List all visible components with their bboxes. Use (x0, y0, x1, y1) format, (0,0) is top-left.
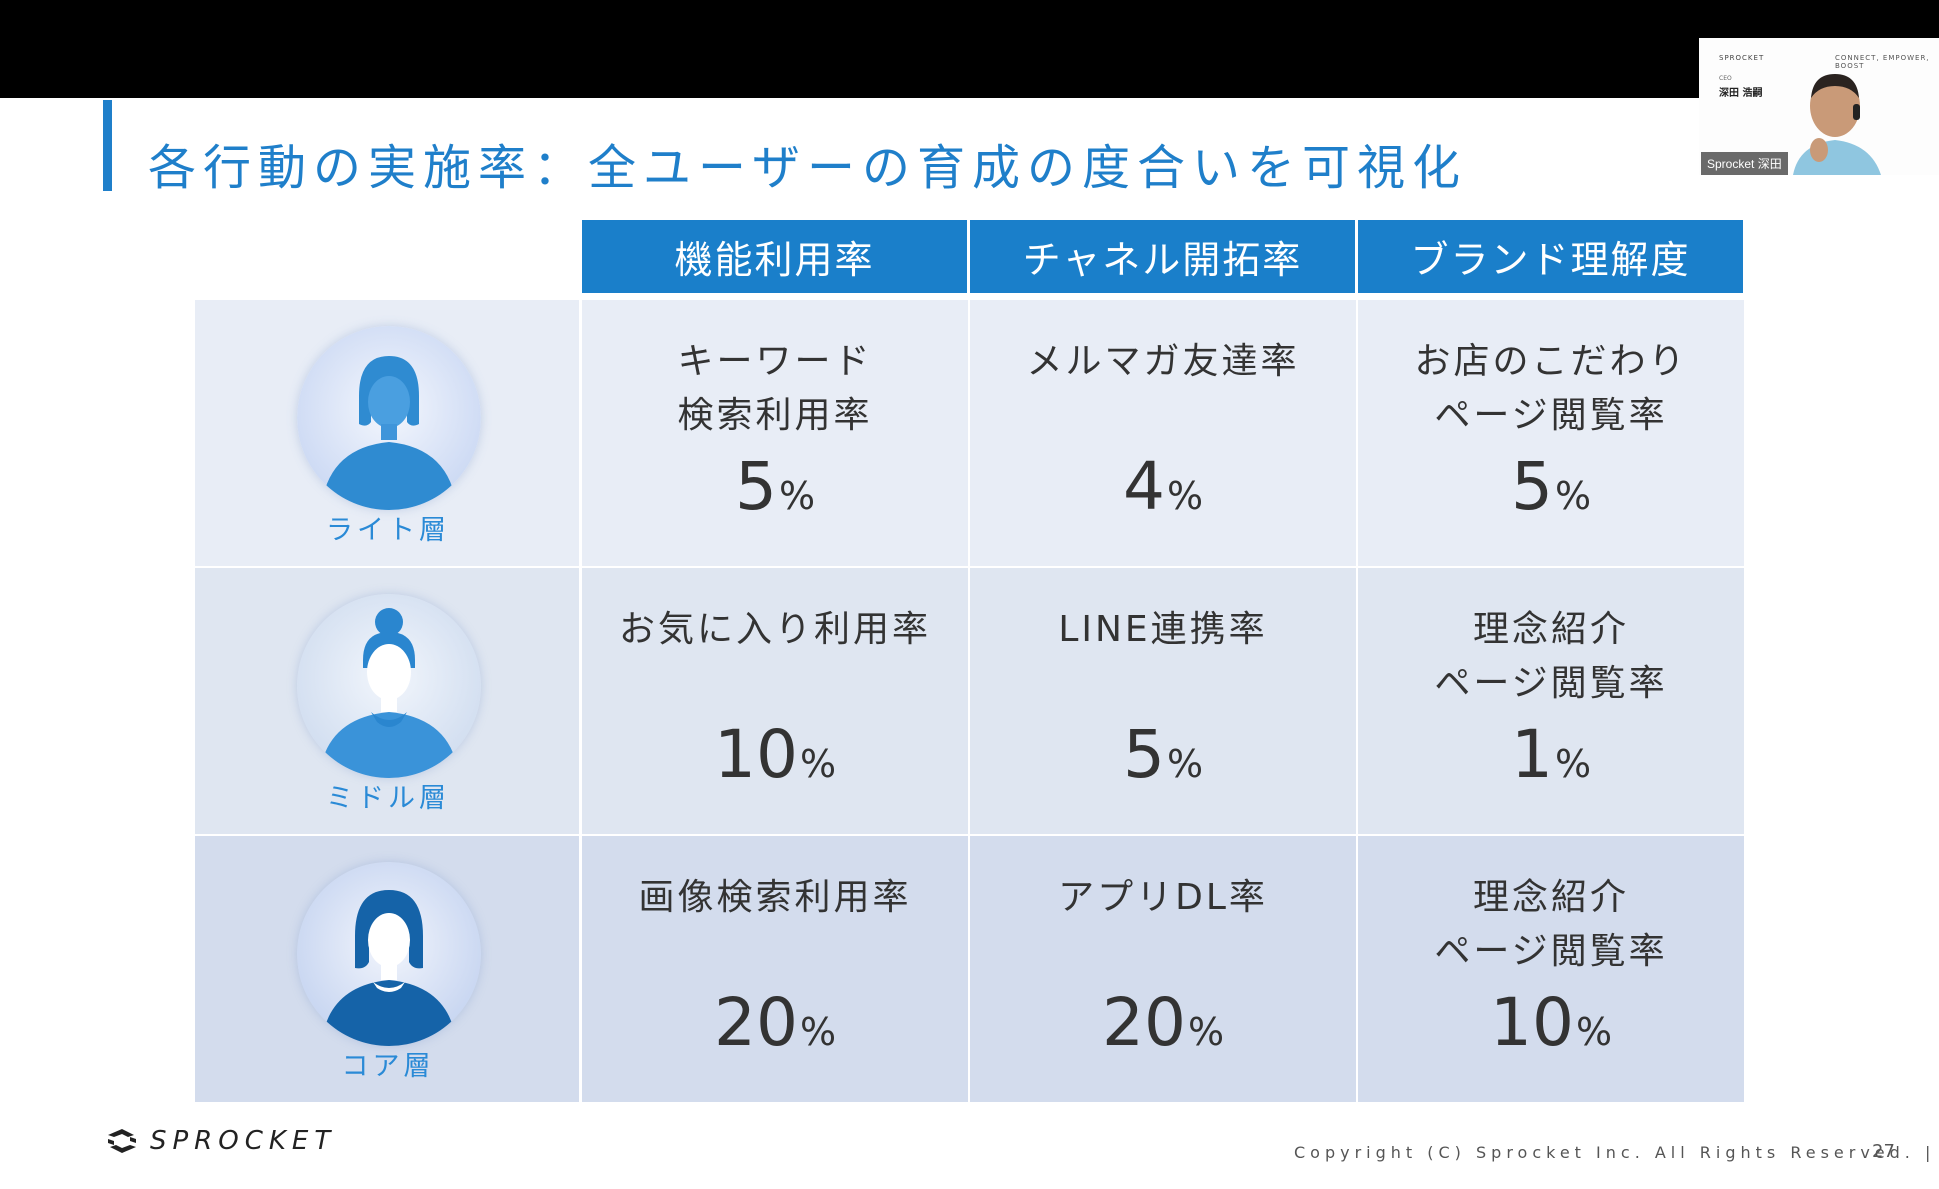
cell-bg: 画像検索利用率 20% (582, 836, 968, 1102)
slide-title: 各行動の実施率：全ユーザーの育成の度合いを可視化 (148, 140, 1468, 196)
cell-bg: キーワード 検索利用率 5% (582, 300, 968, 566)
metric-cell: 理念紹介 ページ閲覧率 10% (1358, 836, 1744, 1102)
webcam-slide-logo: SPROCKET (1719, 54, 1765, 62)
person-bob-hair-icon (297, 862, 481, 1046)
sprocket-logo-icon (108, 1129, 136, 1153)
tier-label-middle: ミドル層 (326, 783, 450, 814)
metric-label: LINE連携率 (1058, 609, 1268, 650)
person-short-hair-icon (297, 326, 481, 510)
top-black-bar (0, 0, 1939, 98)
table-row-middle: ミドル層 お気に入り利用率 10% LINE連携率 5% 理念紹介 ページ閲覧率… (195, 568, 1744, 834)
metric-cell: 画像検索利用率 20% (582, 836, 968, 1102)
metric-label: キーワード 検索利用率 (677, 341, 873, 436)
person-bun-hair-icon (297, 594, 481, 778)
webcam-video-tile[interactable]: SPROCKET CONNECT, EMPOWER, BOOST CEO 深田 … (1699, 38, 1939, 175)
copyright-text: Copyright (C) Sprocket Inc. All Rights R… (1294, 1143, 1936, 1162)
metric-cell: メルマガ友達率 4% (970, 300, 1356, 566)
cell-bg: お気に入り利用率 10% (582, 568, 968, 834)
participant-name-tag: Sprocket 深田 (1701, 152, 1788, 175)
metric-value: 10% (713, 716, 837, 793)
column-header-brand: ブランド理解度 (1358, 220, 1743, 293)
metric-cell: 理念紹介 ページ閲覧率 1% (1358, 568, 1744, 834)
cell-bg: LINE連携率 5% (970, 568, 1356, 834)
metric-value: 4% (1122, 448, 1204, 525)
tier-label-core: コア層 (341, 1051, 435, 1082)
tier-cell-middle: ミドル層 (195, 568, 579, 834)
metric-value: 20% (713, 984, 837, 1061)
metric-label: お店のこだわり ページ閲覧率 (1414, 341, 1688, 436)
avatar-middle (297, 594, 481, 778)
metric-value: 20% (1101, 984, 1225, 1061)
speaker-video-image (1793, 74, 1881, 175)
avatar-core (297, 862, 481, 1046)
cell-bg: 理念紹介 ページ閲覧率 1% (1358, 568, 1744, 834)
column-header-feature-usage: 機能利用率 (582, 220, 967, 293)
webcam-slide-tagline: CONNECT, EMPOWER, BOOST (1835, 54, 1930, 70)
metric-cell: お店のこだわり ページ閲覧率 5% (1358, 300, 1744, 566)
cell-bg: 理念紹介 ページ閲覧率 10% (1358, 836, 1744, 1102)
metric-cell: LINE連携率 5% (970, 568, 1356, 834)
tier-label-light: ライト層 (326, 515, 450, 546)
table-row-core: コア層 画像検索利用率 20% アプリDL率 20% 理念紹介 ページ閲覧率 1… (195, 836, 1744, 1102)
tier-cell-core: コア層 (195, 836, 579, 1102)
metric-label: アプリDL率 (1058, 877, 1268, 918)
metric-label: 画像検索利用率 (638, 877, 912, 918)
metric-value: 5% (1122, 716, 1204, 793)
page-number: 27 (1872, 1141, 1895, 1162)
footer-logo-text: SPROCKET (150, 1126, 337, 1156)
metric-value: 1% (1510, 716, 1592, 793)
cell-bg: アプリDL率 20% (970, 836, 1356, 1102)
webcam-slide-role: CEO (1719, 75, 1732, 82)
metric-cell: キーワード 検索利用率 5% (582, 300, 968, 566)
metric-label: メルマガ友達率 (1026, 341, 1300, 382)
metric-cell: アプリDL率 20% (970, 836, 1356, 1102)
metric-value: 5% (1510, 448, 1592, 525)
table-row-light: ライト層 キーワード 検索利用率 5% メルマガ友達率 4% お店のこだわり ペ… (195, 300, 1744, 566)
cell-bg: メルマガ友達率 4% (970, 300, 1356, 566)
footer-logo: SPROCKET (104, 1125, 336, 1157)
column-header-channel: チャネル開拓率 (970, 220, 1355, 293)
tier-cell-light: ライト層 (195, 300, 579, 566)
metric-value: 10% (1489, 984, 1613, 1061)
avatar-light (297, 326, 481, 510)
metric-value: 5% (734, 448, 816, 525)
webcam-slide-name: 深田 浩嗣 (1719, 88, 1763, 99)
cell-bg: お店のこだわり ページ閲覧率 5% (1358, 300, 1744, 566)
metric-label: 理念紹介 ページ閲覧率 (1434, 609, 1668, 704)
metric-cell: お気に入り利用率 10% (582, 568, 968, 834)
metric-label: お気に入り利用率 (618, 609, 931, 650)
title-accent-bar (103, 100, 112, 191)
metric-label: 理念紹介 ページ閲覧率 (1434, 877, 1668, 972)
